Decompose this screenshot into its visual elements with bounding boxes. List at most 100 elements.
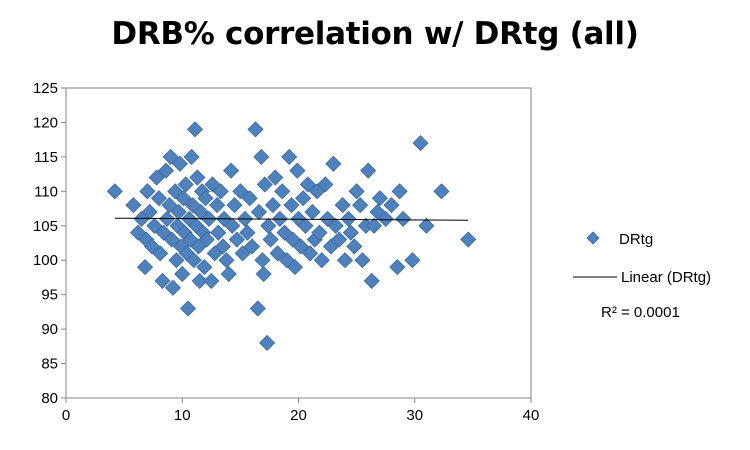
data-point: [297, 217, 314, 234]
data-point: [136, 259, 154, 276]
axes: 80 85 90 95 100 105 110 115 120 125 0 10 20 30 40: [33, 80, 539, 424]
data-point: [146, 217, 163, 234]
trendline-layer: [114, 217, 469, 221]
data-point: [198, 231, 215, 248]
data-point: [433, 183, 450, 200]
data-point: [363, 272, 380, 289]
data-point: [269, 245, 286, 262]
y-tick-label: 115: [34, 149, 58, 166]
data-point: [284, 231, 301, 248]
r-squared-label: R² = 0.0001: [601, 304, 680, 321]
data-point: [289, 162, 306, 179]
data-point: [250, 203, 268, 221]
legend-label-drtg: DRtg: [619, 231, 653, 248]
data-point: [460, 231, 477, 248]
data-point: [196, 259, 213, 276]
data-point: [352, 197, 369, 214]
data-point: [220, 265, 237, 283]
data-point: [383, 197, 400, 214]
x-tick-label: 20: [290, 407, 307, 424]
data-points: [106, 121, 477, 351]
data-point: [218, 252, 235, 269]
data-point: [354, 252, 371, 269]
data-point: [276, 224, 293, 241]
data-point: [179, 300, 197, 317]
data-point: [274, 183, 291, 200]
data-point: [203, 272, 220, 289]
data-point: [281, 148, 298, 165]
data-point: [336, 252, 354, 269]
data-point: [191, 272, 208, 289]
data-point: [302, 245, 319, 262]
data-point: [286, 259, 304, 276]
data-point: [125, 197, 142, 214]
data-point: [267, 169, 284, 186]
data-point: [232, 183, 249, 200]
data-point: [155, 224, 172, 241]
data-point: [319, 210, 336, 227]
data-point: [304, 203, 321, 221]
y-tick-label: 110: [34, 183, 58, 200]
trendline: [114, 217, 469, 221]
data-point: [228, 231, 245, 248]
data-point: [247, 121, 264, 138]
data-point: [152, 245, 169, 262]
data-point: [163, 231, 180, 248]
data-point: [130, 224, 147, 241]
data-point: [141, 203, 158, 221]
data-point: [157, 162, 175, 179]
data-point: [170, 203, 187, 221]
y-tick-label: 95: [41, 287, 58, 304]
y-tick-label: 100: [33, 252, 58, 269]
data-point: [365, 217, 383, 234]
y-tick-label: 105: [33, 218, 58, 235]
data-point: [241, 190, 258, 207]
y-tick-label: 120: [33, 114, 58, 131]
y-tick-label: 80: [41, 390, 58, 407]
data-point: [139, 183, 156, 200]
data-point: [161, 197, 178, 214]
data-point: [283, 197, 300, 214]
data-point: [256, 176, 273, 193]
data-point: [412, 135, 429, 152]
data-point: [174, 265, 191, 283]
data-point: [162, 148, 179, 165]
data-point: [183, 148, 200, 165]
y-tick-label: 90: [41, 321, 58, 338]
data-point: [295, 190, 312, 207]
data-point: [313, 252, 330, 269]
data-point: [325, 155, 342, 172]
x-tick-label: 0: [62, 407, 70, 424]
data-point: [262, 231, 279, 248]
y-tick-label: 125: [33, 80, 58, 97]
data-point: [186, 121, 204, 138]
data-point: [331, 231, 348, 248]
data-point: [214, 238, 232, 255]
data-point: [334, 197, 351, 214]
data-point: [317, 176, 334, 193]
legend-label-linear: Linear (DRtg): [621, 269, 711, 286]
data-point: [226, 197, 243, 214]
data-point: [292, 238, 309, 255]
data-point: [404, 252, 421, 269]
legend-marker-drtg: [586, 231, 600, 245]
data-point: [197, 190, 214, 207]
data-point: [342, 224, 359, 241]
data-point: [299, 176, 316, 193]
data-point: [418, 217, 435, 234]
data-point: [185, 252, 202, 269]
data-point: [148, 169, 165, 186]
data-point: [234, 245, 251, 262]
legend: DRtg Linear (DRtg) R² = 0.0001: [573, 231, 711, 321]
data-point: [168, 252, 185, 269]
data-point: [377, 210, 394, 227]
data-point: [340, 210, 357, 227]
data-point: [391, 183, 408, 200]
data-point: [189, 169, 206, 186]
x-tick-label: 10: [174, 407, 191, 424]
data-point: [346, 238, 363, 255]
data-point: [175, 190, 192, 207]
data-point: [260, 217, 277, 234]
